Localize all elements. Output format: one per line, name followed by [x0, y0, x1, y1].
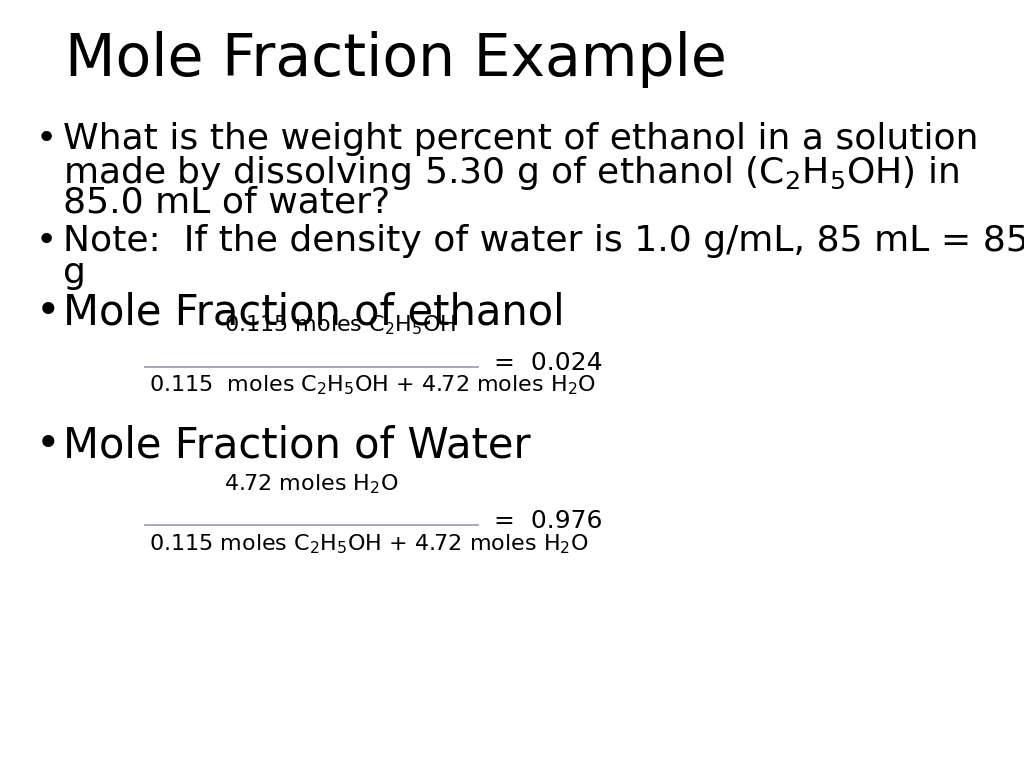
- Text: •: •: [36, 122, 56, 156]
- Text: 0.115 moles C$_2$H$_5$OH: 0.115 moles C$_2$H$_5$OH: [223, 313, 456, 337]
- Text: 0.115  moles C$_2$H$_5$OH + 4.72 moles H$_2$O: 0.115 moles C$_2$H$_5$OH + 4.72 moles H$…: [150, 373, 596, 397]
- Text: 0.115 moles C$_2$H$_5$OH + 4.72 moles H$_2$O: 0.115 moles C$_2$H$_5$OH + 4.72 moles H$…: [150, 532, 589, 556]
- Text: Note:  If the density of water is 1.0 g/mL, 85 mL = 85: Note: If the density of water is 1.0 g/m…: [62, 224, 1024, 259]
- Text: •: •: [36, 224, 56, 259]
- Text: 85.0 mL of water?: 85.0 mL of water?: [62, 186, 390, 220]
- Text: g: g: [62, 257, 86, 290]
- Text: =  0.976: = 0.976: [495, 509, 602, 534]
- Text: Mole Fraction of Water: Mole Fraction of Water: [62, 424, 530, 466]
- Text: What is the weight percent of ethanol in a solution: What is the weight percent of ethanol in…: [62, 122, 979, 156]
- Text: Mole Fraction of ethanol: Mole Fraction of ethanol: [62, 291, 564, 333]
- Text: Mole Fraction Example: Mole Fraction Example: [66, 31, 727, 88]
- Text: •: •: [36, 291, 60, 333]
- Text: =  0.024: = 0.024: [495, 351, 603, 375]
- Text: made by dissolving 5.30 g of ethanol (C$_2$H$_5$OH) in: made by dissolving 5.30 g of ethanol (C$…: [62, 154, 959, 192]
- Text: •: •: [36, 424, 60, 466]
- Text: 4.72 moles H$_2$O: 4.72 moles H$_2$O: [223, 472, 398, 495]
